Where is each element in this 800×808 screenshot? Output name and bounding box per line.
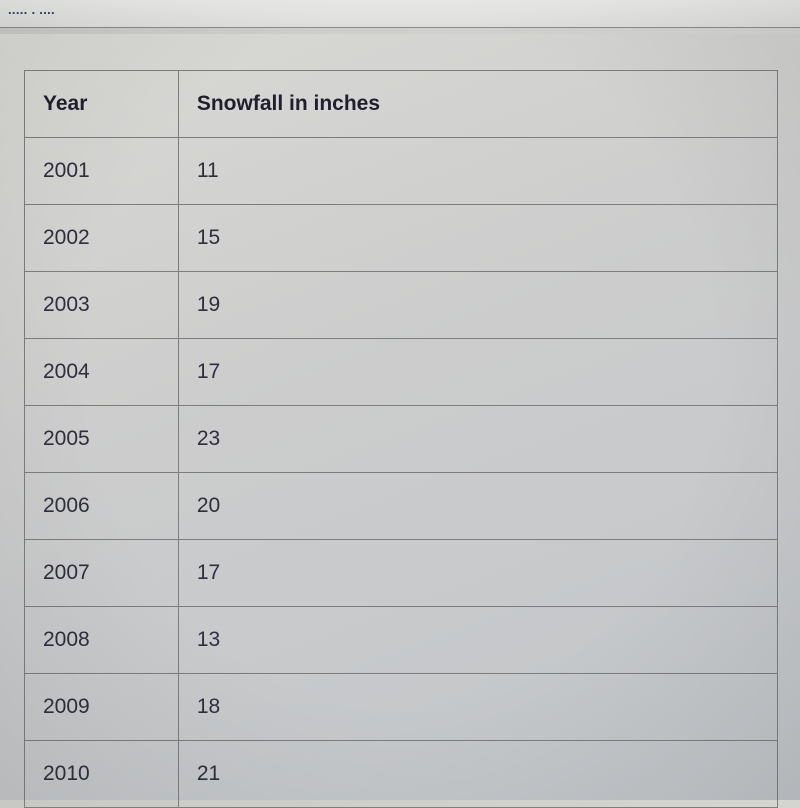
table-row: 2006 20 — [25, 473, 778, 540]
cell-year: 2008 — [25, 607, 179, 674]
cell-snowfall: 11 — [178, 138, 777, 205]
table-header-row: Year Snowfall in inches — [25, 71, 778, 138]
cell-snowfall: 21 — [178, 741, 777, 808]
snowfall-table: Year Snowfall in inches 2001 11 2002 15 … — [24, 70, 778, 808]
table-row: 2004 17 — [25, 339, 778, 406]
cell-snowfall: 13 — [178, 607, 777, 674]
cell-year: 2005 — [25, 406, 179, 473]
cell-year: 2002 — [25, 205, 179, 272]
cell-year: 2009 — [25, 674, 179, 741]
top-bar-text: ..... . .... — [8, 2, 55, 17]
cell-snowfall: 19 — [178, 272, 777, 339]
cell-snowfall: 17 — [178, 540, 777, 607]
cell-snowfall: 17 — [178, 339, 777, 406]
table-row: 2010 21 — [25, 741, 778, 808]
cell-year: 2003 — [25, 272, 179, 339]
table-row: 2009 18 — [25, 674, 778, 741]
table-row: 2002 15 — [25, 205, 778, 272]
cell-year: 2004 — [25, 339, 179, 406]
column-header-snowfall: Snowfall in inches — [178, 71, 777, 138]
table-row: 2003 19 — [25, 272, 778, 339]
table-row: 2007 17 — [25, 540, 778, 607]
cell-year: 2006 — [25, 473, 179, 540]
table-row: 2005 23 — [25, 406, 778, 473]
cell-snowfall: 23 — [178, 406, 777, 473]
column-header-year: Year — [25, 71, 179, 138]
content-area: Year Snowfall in inches 2001 11 2002 15 … — [0, 34, 800, 800]
cell-year: 2007 — [25, 540, 179, 607]
cell-snowfall: 18 — [178, 674, 777, 741]
cell-year: 2010 — [25, 741, 179, 808]
top-bar: ..... . .... — [0, 0, 800, 28]
table-row: 2008 13 — [25, 607, 778, 674]
cell-year: 2001 — [25, 138, 179, 205]
cell-snowfall: 15 — [178, 205, 777, 272]
cell-snowfall: 20 — [178, 473, 777, 540]
table-row: 2001 11 — [25, 138, 778, 205]
